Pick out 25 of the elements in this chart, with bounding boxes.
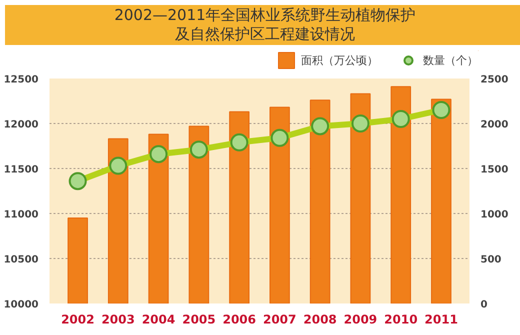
legend-label: 面积（万公顷） — [301, 52, 378, 68]
y-tick-label: 11500 — [4, 164, 39, 176]
legend-label: 数量（个） — [423, 52, 478, 68]
x-tick-label: 2011 — [424, 312, 458, 326]
x-tick-label: 2006 — [222, 312, 256, 326]
y2-tick-label: 1000 — [480, 210, 508, 220]
y2-tick-label: 0 — [480, 300, 488, 310]
x-tick-label: 2008 — [303, 312, 337, 326]
x-tick-label: 2004 — [142, 312, 176, 326]
y-tick-label: 12000 — [4, 120, 39, 130]
y2-tick-label: 500 — [480, 254, 502, 266]
y-tick-label: 12500 — [4, 74, 39, 86]
x-tick-label: 2010 — [384, 312, 418, 326]
y2-tick-label: 2500 — [480, 74, 508, 86]
y2-tick-label: 1500 — [480, 164, 508, 176]
x-tick-label: 2007 — [262, 312, 296, 326]
y-tick-label: 10500 — [4, 254, 39, 266]
x-tick-label: 2009 — [344, 312, 378, 326]
chart-title: 2002—2011年全国林业系统野生动植物保护及自然保护区工程建设情况 — [114, 6, 416, 44]
x-tick-label: 2005 — [182, 312, 216, 326]
x-tick-label: 2002 — [61, 312, 94, 326]
y-tick-label: 11000 — [4, 210, 39, 220]
x-tick-label: 2003 — [101, 312, 135, 326]
y2-tick-label: 2000 — [480, 120, 508, 130]
y-tick-label: 10000 — [4, 300, 39, 310]
